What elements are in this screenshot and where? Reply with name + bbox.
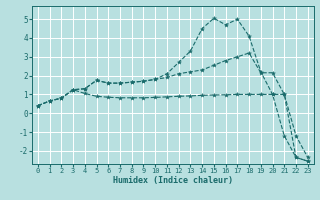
X-axis label: Humidex (Indice chaleur): Humidex (Indice chaleur) — [113, 176, 233, 185]
